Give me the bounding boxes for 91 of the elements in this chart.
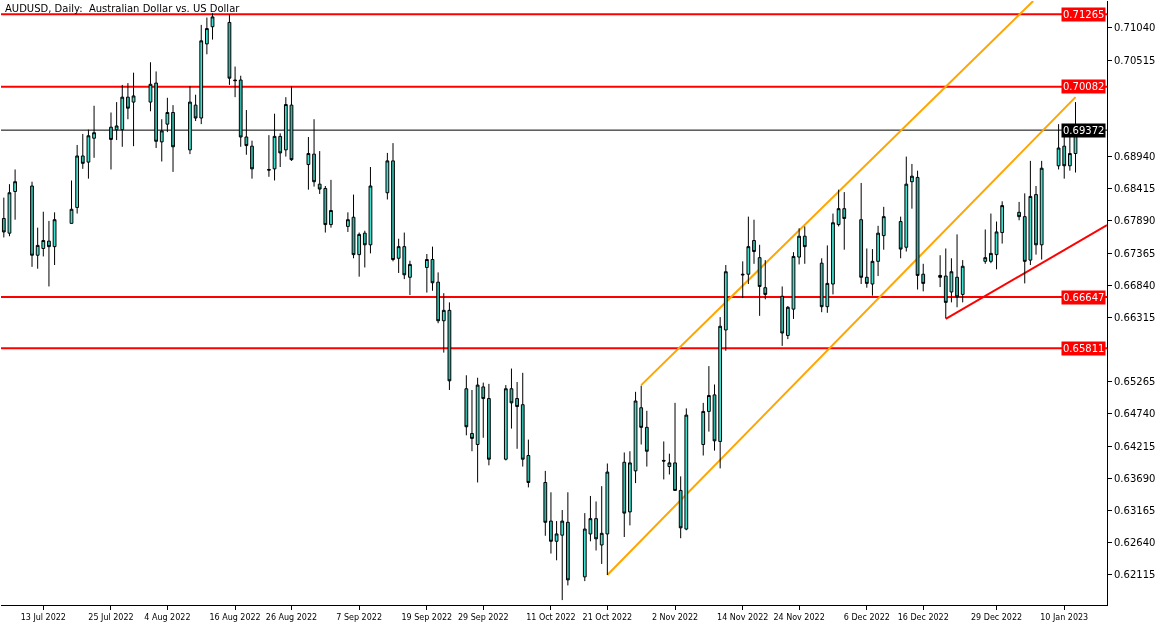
- candlestick: [667, 453, 672, 476]
- x-tick-label: 7 Sep 2022: [336, 612, 382, 622]
- candlestick: [594, 500, 598, 551]
- candlestick: [549, 491, 553, 555]
- x-tick-label: 4 Aug 2022: [144, 612, 191, 622]
- y-tick-label: 0.64740: [1114, 408, 1156, 420]
- candlestick: [75, 144, 80, 215]
- y-tick-label: 0.63165: [1114, 504, 1156, 516]
- candlestick: [1017, 201, 1021, 221]
- x-tick-label: 11 Oct 2022: [526, 612, 576, 622]
- candlestick: [464, 374, 469, 436]
- candlestick: [989, 213, 993, 264]
- candlestick: [385, 152, 390, 200]
- candlestick: [723, 264, 728, 352]
- candlestick: [515, 381, 519, 450]
- x-tick-label: 19 Sep 2022: [401, 612, 453, 622]
- candlestick: [859, 182, 864, 285]
- candlestick: [701, 402, 706, 457]
- x-tick-label: 25 Jul 2022: [88, 612, 134, 622]
- y-tick-label: 0.62115: [1114, 569, 1156, 581]
- x-tick-label: 10 Jan 2023: [1040, 612, 1089, 622]
- ref-line-label: 0.71265: [1063, 9, 1105, 20]
- x-tick-label: 16 Dec 2022: [897, 612, 949, 622]
- candlestick: [267, 134, 271, 178]
- candlestick: [622, 451, 627, 538]
- candlestick: [47, 220, 51, 287]
- chart-title: AUDUSD, Daily: Australian Dollar vs. US Dollar: [5, 3, 241, 14]
- candlestick: [391, 142, 395, 262]
- x-tick-label: 14 Nov 2022: [717, 612, 769, 622]
- y-tick-label: 0.67890: [1114, 215, 1156, 227]
- candlestick: [30, 181, 34, 268]
- ref-line-label: 0.69372: [1063, 125, 1105, 136]
- y-tick-label: 0.68415: [1114, 183, 1156, 195]
- candlestick: [1039, 160, 1044, 261]
- candlestick: [955, 233, 959, 308]
- candlestick: [757, 244, 762, 317]
- candlestick: [126, 82, 130, 120]
- y-tick-label: 0.66840: [1114, 279, 1156, 291]
- x-tick-label: 24 Nov 2022: [773, 612, 825, 622]
- candlestick: [983, 228, 988, 265]
- candlestick: [408, 260, 412, 296]
- x-tick-label: 29 Sep 2022: [457, 612, 509, 622]
- candlestick: [752, 219, 756, 265]
- candlestick: [876, 225, 880, 277]
- candlestick: [881, 206, 886, 251]
- candlestick: [628, 450, 632, 526]
- candlestick: [470, 389, 474, 452]
- x-tick-label: 6 Dec 2022: [843, 612, 890, 622]
- candlestick: [346, 211, 350, 233]
- x-tick-label: 29 Dec 2022: [970, 612, 1023, 622]
- y-tick-label: 0.68940: [1114, 151, 1156, 163]
- candlestick: [831, 213, 835, 295]
- candlestick: [565, 491, 570, 586]
- candlestick: [960, 259, 965, 303]
- candlestick: [543, 470, 548, 537]
- candlestick: [673, 402, 677, 491]
- y-tick-label: 0.71040: [1114, 22, 1156, 34]
- candlestick: [306, 136, 311, 191]
- candlestick: [661, 440, 666, 480]
- candlestick: [69, 179, 74, 224]
- candlestick: [938, 254, 943, 288]
- candlestick: [644, 410, 649, 468]
- ref-line-label: 0.70082: [1063, 81, 1105, 92]
- candlestick: [763, 259, 768, 300]
- candlestick: [52, 211, 57, 266]
- candlestick: [1034, 185, 1038, 256]
- y-tick-label: 0.66315: [1114, 311, 1156, 323]
- y-tick-label: 0.62640: [1114, 537, 1156, 549]
- x-tick-label: 21 Oct 2022: [582, 612, 633, 622]
- x-tick-label: 13 Jul 2022: [20, 612, 66, 622]
- candlestick: [780, 285, 785, 347]
- candlestick: [250, 140, 254, 180]
- candlestick: [487, 383, 491, 466]
- y-tick-label: 0.65265: [1114, 376, 1156, 388]
- y-tick-label: 0.64215: [1114, 440, 1156, 452]
- x-tick-label: 2 Nov 2022: [651, 612, 699, 622]
- candlestick: [233, 66, 237, 98]
- ref-line-label: 0.65811: [1063, 343, 1105, 354]
- candlestick: [802, 225, 807, 265]
- candlestick: [210, 12, 215, 41]
- candlestick: [227, 13, 232, 86]
- ref-line-label: 0.66647: [1063, 292, 1105, 303]
- y-tick-label: 0.67365: [1114, 247, 1156, 259]
- candlestick: [329, 179, 333, 229]
- x-tick-label: 26 Aug 2022: [265, 612, 318, 622]
- x-tick-label: 16 Aug 2022: [209, 612, 261, 622]
- candlestick: [13, 168, 17, 221]
- candlestick: [204, 17, 209, 55]
- y-tick-label: 0.70515: [1114, 54, 1156, 66]
- candlestick: [910, 163, 914, 210]
- y-tick-label: 0.63690: [1114, 472, 1156, 484]
